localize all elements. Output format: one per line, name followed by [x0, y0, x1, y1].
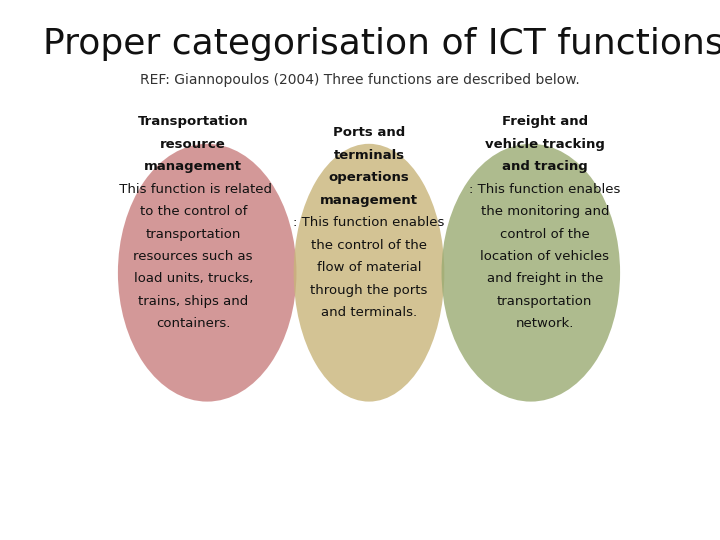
Text: : This function enables: : This function enables [293, 217, 445, 230]
Text: Transportation: Transportation [138, 115, 248, 129]
Text: load units, trucks,: load units, trucks, [133, 273, 253, 286]
Text: containers.: containers. [156, 318, 230, 330]
Text: control of the: control of the [500, 227, 590, 240]
Text: and tracing: and tracing [502, 160, 588, 173]
Text: Ports and: Ports and [333, 126, 405, 139]
Text: transportation: transportation [145, 227, 241, 240]
Ellipse shape [118, 144, 297, 402]
Text: resources such as: resources such as [133, 250, 253, 263]
Text: REF: Giannopoulos (2004) Three functions are described below.: REF: Giannopoulos (2004) Three functions… [140, 73, 580, 87]
Text: Freight and: Freight and [502, 115, 588, 129]
Text: trains, ships and: trains, ships and [138, 295, 248, 308]
Text: the monitoring and: the monitoring and [480, 205, 609, 218]
Text: through the ports: through the ports [310, 284, 428, 296]
Text: Proper categorisation of ICT functions: Proper categorisation of ICT functions [43, 27, 720, 61]
Text: : This function enables: : This function enables [469, 183, 621, 195]
Text: terminals: terminals [333, 149, 405, 162]
Text: This function is related: This function is related [114, 183, 271, 195]
Text: to the control of: to the control of [140, 205, 247, 218]
Text: resource: resource [161, 138, 226, 151]
Text: and freight in the: and freight in the [487, 273, 603, 286]
Text: and terminals.: and terminals. [321, 306, 417, 319]
Text: the control of the: the control of the [311, 239, 427, 252]
Text: network.: network. [516, 318, 574, 330]
Ellipse shape [294, 144, 444, 402]
Text: location of vehicles: location of vehicles [480, 250, 609, 263]
Text: management: management [144, 160, 242, 173]
Text: flow of material: flow of material [317, 261, 421, 274]
Ellipse shape [441, 144, 620, 402]
Text: operations: operations [328, 171, 410, 184]
Text: transportation: transportation [497, 295, 593, 308]
Text: vehicle tracking: vehicle tracking [485, 138, 605, 151]
Text: management: management [320, 194, 418, 207]
